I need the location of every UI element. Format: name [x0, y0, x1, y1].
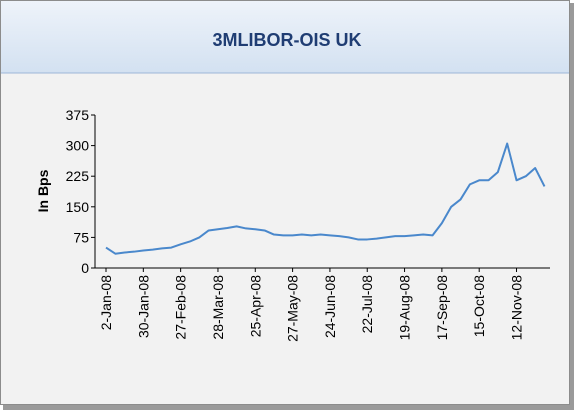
- x-tick-label: 12-Nov-08: [509, 275, 525, 341]
- y-axis-label: In Bps: [35, 169, 51, 212]
- y-tick-label: 375: [66, 107, 90, 123]
- y-tick-label: 150: [66, 199, 90, 215]
- y-tick-label: 0: [81, 260, 89, 276]
- y-tick-label: 225: [66, 168, 90, 184]
- x-tick-label: 15-Oct-08: [471, 275, 487, 337]
- x-tick-label: 22-Jul-08: [359, 275, 375, 334]
- x-tick-label: 24-Jun-08: [322, 275, 338, 338]
- data-line: [105, 142, 546, 255]
- x-tick-label: 19-Aug-08: [397, 275, 413, 341]
- x-tick-label: 28-Mar-08: [210, 275, 226, 340]
- chart-title: 3MLIBOR-OIS UK: [212, 30, 361, 50]
- y-tick-label: 300: [66, 138, 90, 154]
- y-tick-label: 75: [73, 229, 89, 245]
- x-tick-label: 17-Sep-08: [434, 275, 450, 341]
- x-tick-label: 27-May-08: [285, 275, 301, 342]
- x-tick-label: 30-Jan-08: [135, 275, 151, 338]
- x-tick-label: 27-Feb-08: [173, 275, 189, 340]
- x-tick-label: 2-Jan-08: [98, 275, 114, 330]
- x-tick-label: 25-Apr-08: [247, 275, 263, 337]
- header: [1, 1, 569, 73]
